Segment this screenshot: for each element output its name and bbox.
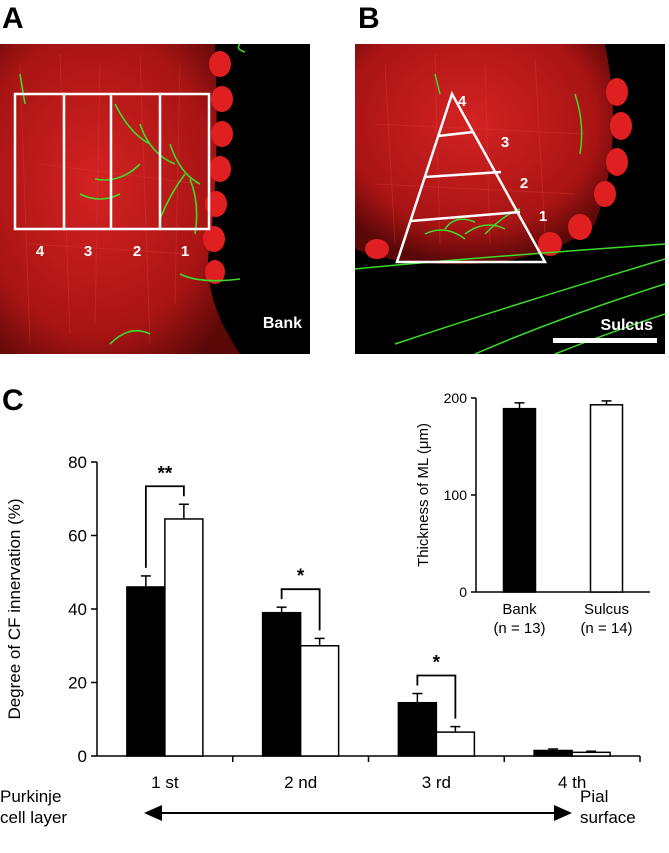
region-number: 1 (181, 243, 189, 260)
significance-marker: * (433, 653, 441, 674)
bar (533, 749, 573, 757)
axis-end-left-line2: cell layer (0, 808, 67, 827)
panel-a-letter: A (2, 2, 24, 35)
panel-b-letter: B (358, 2, 380, 35)
bar (261, 611, 302, 757)
purkinje-cells (203, 51, 233, 284)
y-tick-label: 20 (68, 674, 87, 693)
region-number: 2 (520, 175, 528, 192)
climbing-fibers (19, 44, 246, 345)
region-number: 4 (36, 243, 45, 260)
significance-bracket (416, 674, 457, 719)
bar-chart: 0 20 40 60 80 Degree of CF innervation (%) 1 s… (0, 390, 650, 827)
inset-bar (589, 404, 624, 593)
significance-marker: * (297, 566, 305, 587)
bar (164, 518, 204, 757)
region-grid (13, 92, 211, 231)
micrograph-label: Sulcus (601, 317, 654, 334)
inset-sample-size: (n = 14) (580, 620, 632, 637)
micrograph-label: Bank (263, 315, 302, 332)
y-axis-title: Degree of CF innervation (%) (5, 498, 24, 719)
inset-bar (502, 407, 537, 593)
scale-bar (553, 338, 657, 343)
inset-y-tick-label: 0 (459, 584, 467, 600)
y-tick-label: 0 (78, 747, 87, 766)
bar (299, 645, 340, 757)
bar (397, 701, 438, 757)
axis-end-right-line2: surface (580, 808, 636, 827)
range-arrow-head-right (554, 805, 572, 821)
axis-end-left-line1: Purkinje (0, 787, 61, 806)
region-number: 3 (501, 134, 509, 151)
significance-bracket (280, 588, 321, 631)
region-number: 3 (84, 243, 92, 260)
x-tick-label: 3 rd (422, 773, 451, 792)
range-arrow-head-left (144, 805, 162, 821)
x-tick-label: 1 st (151, 773, 179, 792)
inset-y-tick-label: 100 (444, 487, 468, 503)
tissue-texture (374, 53, 586, 245)
region-number: 2 (133, 243, 141, 260)
inset-sample-size: (n = 13) (493, 620, 545, 637)
region-number: 1 (539, 208, 547, 225)
region-number: 4 (458, 93, 467, 110)
y-tick-label: 80 (68, 453, 87, 472)
significance-marker: ** (157, 463, 172, 484)
climbing-fibers (355, 73, 665, 354)
inset-y-axis-title: Thickness of ML (μm) (415, 423, 432, 567)
inset-y-tick-label: 200 (444, 390, 468, 406)
axis-end-right-line1: Pial (580, 787, 608, 806)
purkinje-cells (365, 78, 632, 259)
x-tick-label: 2 nd (284, 773, 317, 792)
bar (571, 751, 611, 757)
significance-bracket (144, 485, 185, 568)
y-tick-label: 60 (68, 527, 87, 546)
inset-x-tick-label: Sulcus (584, 601, 629, 618)
x-tick-label: 4 th (558, 773, 586, 792)
bar (435, 731, 476, 757)
y-tick-label: 40 (68, 600, 87, 619)
micrograph-sulcus: 4 3 2 1 Sulcus (355, 44, 665, 354)
bar (126, 586, 166, 757)
tissue-region (0, 44, 240, 354)
micrograph-bank: 4 3 2 1 Bank (0, 44, 310, 354)
region-triangle (395, 90, 548, 264)
panel-c-letter: C (2, 384, 24, 417)
inset-x-tick-label: Bank (502, 601, 537, 618)
